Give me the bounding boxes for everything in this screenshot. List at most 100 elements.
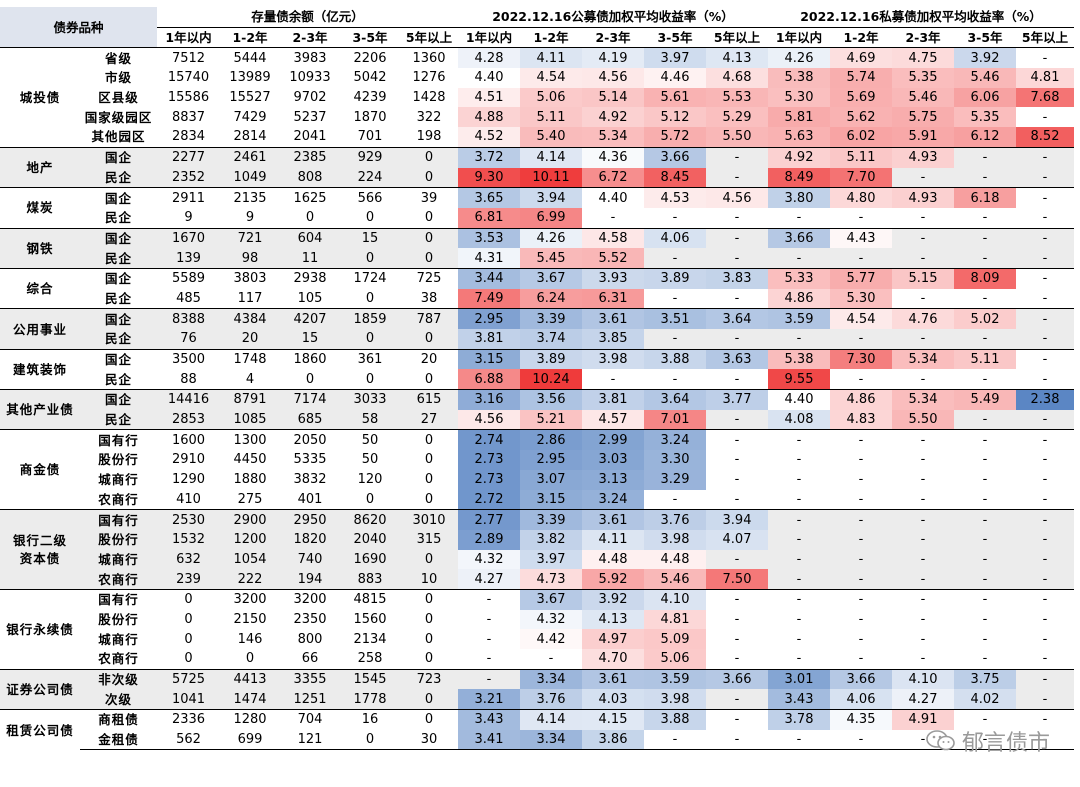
public-yield-cell: 6.99 <box>520 207 582 229</box>
table-row: 国家级园区 8837 7429 5237 1870 322 4.88 5.11 4.92 5.12… <box>0 107 1074 128</box>
public-yield-cell: 3.65 <box>458 187 520 208</box>
stock-balance-cell: 1860 <box>280 348 340 370</box>
table-row: 农商行 0 0 66 258 0 - - 4.70 5.06 - - - - - - <box>0 649 1074 670</box>
private-yield-cell: - <box>830 329 892 350</box>
table-row: 民企 88 4 0 0 0 6.88 10.24 - - - 9.55 - - - - <box>0 369 1074 390</box>
term-header: 3-5年 <box>954 27 1016 49</box>
private-yield-cell: - <box>830 549 892 570</box>
term-header: 2-3年 <box>582 27 644 49</box>
stock-balance-cell: 105 <box>297 290 323 306</box>
stock-balance-cell: 0 <box>400 689 458 710</box>
stock-balance-cell: 315 <box>400 529 458 550</box>
stock-balance-cell: 2385 <box>280 146 340 168</box>
stock-balance-cell: 0 <box>424 631 434 647</box>
public-yield-cell: 3.67 <box>520 588 582 610</box>
public-yield-cell: 4.10 <box>644 588 706 610</box>
subcategory-label: 民企 <box>80 248 157 269</box>
private-yield-cell: 5.77 <box>830 267 892 289</box>
watermark-text: 郁言债市 <box>961 731 1050 756</box>
private-yield-cell: - <box>1016 729 1074 751</box>
stock-balance-cell: 224 <box>340 167 400 188</box>
stock-balance-cell: 194 <box>280 569 340 590</box>
public-yield-cell: 5.53 <box>706 87 768 108</box>
private-yield-cell: - <box>768 569 830 590</box>
private-yield-cell: - <box>830 529 892 550</box>
private-yield-cell: - <box>892 227 954 249</box>
private-yield-cell: 9.55 <box>768 369 830 390</box>
stock-balance-cell: 9702 <box>293 90 327 106</box>
private-yield-cell: - <box>1016 146 1074 168</box>
public-yield-cell: 3.66 <box>706 668 768 690</box>
stock-balance-cell: 1880 <box>233 472 267 488</box>
private-yield-cell: - <box>858 452 864 468</box>
table-row: 次级 1041 1474 1251 1778 0 3.21 3.76 4.03 3.98-3.43… <box>0 689 1074 710</box>
public-yield-cell: 3.24 <box>644 429 706 451</box>
private-yield-cell: - <box>858 651 864 667</box>
public-yield-cell: 3.88 <box>644 348 706 370</box>
stock-balance-cell: 1041 <box>157 689 220 710</box>
public-yield-cell: 3.56 <box>520 389 582 410</box>
stock-balance-cell: 5589 <box>157 267 220 289</box>
public-yield-cell: 5.40 <box>520 127 582 148</box>
private-yield-cell: 5.49 <box>954 389 1016 410</box>
stock-balance-cell: 2461 <box>220 146 280 168</box>
public-yield-cell: 4.31 <box>458 248 520 269</box>
table-row: 城商行 632 1054 740 1690 0 4.32 3.97 4.48 4.48- - - - - - <box>0 549 1074 570</box>
subcategory-label: 民企 <box>80 329 157 350</box>
private-yield-cell: 5.38 <box>768 348 830 370</box>
private-yield-cell: - <box>1042 50 1048 66</box>
private-yield-cell: - <box>920 631 926 647</box>
public-yield-cell: 3.83 <box>706 267 768 289</box>
private-yield-cell: 4.93 <box>892 187 954 208</box>
public-yield-cell: 4.32 <box>458 549 520 570</box>
stock-balance-cell: 50 <box>340 429 400 451</box>
stock-balance-cell: 3983 <box>293 50 327 66</box>
stock-balance-cell: 1276 <box>412 70 446 86</box>
public-yield-cell: - <box>644 729 706 751</box>
category-label: 银行永续债 <box>0 588 80 670</box>
stock-balance-cell: 98 <box>220 248 280 269</box>
subcategory-label: 民企 <box>104 371 132 387</box>
term-header: 3-5年 <box>340 27 400 49</box>
stock-balance-cell: 5042 <box>353 70 387 86</box>
private-yield-cell: 3.78 <box>768 709 830 730</box>
table-row: 钢铁 国企 1670 721 604 15 0 3.53 4.26 4.58 4.06-3.66 4.… <box>0 227 1074 269</box>
stock-balance-cell: 0 <box>424 651 434 667</box>
subcategory-label: 国企 <box>80 308 157 329</box>
public-yield-cell: - <box>734 452 740 468</box>
public-yield-cell: 4.92 <box>582 107 644 128</box>
public-yield-cell: 3.72 <box>458 146 520 168</box>
private-yield-cell: 4.76 <box>892 308 954 329</box>
public-yield-cell: 2.77 <box>458 509 520 530</box>
category-label: 其他产业债 <box>0 389 80 430</box>
stock-balance-cell: 1532 <box>157 529 220 550</box>
stock-balance-cell: 0 <box>340 248 400 269</box>
stock-balance-cell: 0 <box>400 549 458 570</box>
private-yield-cell: 3.01 <box>768 668 830 690</box>
public-yield-cell: 4.40 <box>458 68 520 88</box>
private-yield-cell: 6.12 <box>954 127 1016 148</box>
private-yield-cell: 2.38 <box>1016 389 1074 410</box>
stock-balance-cell: 1049 <box>220 167 280 188</box>
public-yield-cell: 4.52 <box>458 127 520 148</box>
private-yield-cell: - <box>768 429 830 451</box>
stock-balance-cell: 2150 <box>233 611 267 627</box>
public-yield-cell: - <box>706 549 768 570</box>
stock-balance-cell: 258 <box>357 651 383 667</box>
subcategory-label: 国企 <box>80 146 157 168</box>
stock-balance-cell: 0 <box>424 452 434 468</box>
public-yield-cell: - <box>734 611 740 627</box>
public-yield-cell: 6.81 <box>458 207 520 229</box>
public-yield-cell: - <box>734 371 740 387</box>
public-yield-cell: 2.73 <box>458 450 520 470</box>
stock-balance-cell: 0 <box>245 651 255 667</box>
public-yield-cell: 4.68 <box>706 68 768 88</box>
subcategory-label: 其他园区 <box>91 129 146 145</box>
public-yield-cell: - <box>706 409 768 430</box>
private-yield-cell: - <box>892 429 954 451</box>
stock-balance-cell: 723 <box>400 668 458 690</box>
private-yield-cell: - <box>982 631 988 647</box>
table-row: 建筑装饰 国企 3500 1748 1860 361 20 3.15 3.89 3.98 3.88 3… <box>0 348 1074 390</box>
stock-balance-cell: 0 <box>400 588 458 610</box>
stock-balance-cell: 2350 <box>293 611 327 627</box>
